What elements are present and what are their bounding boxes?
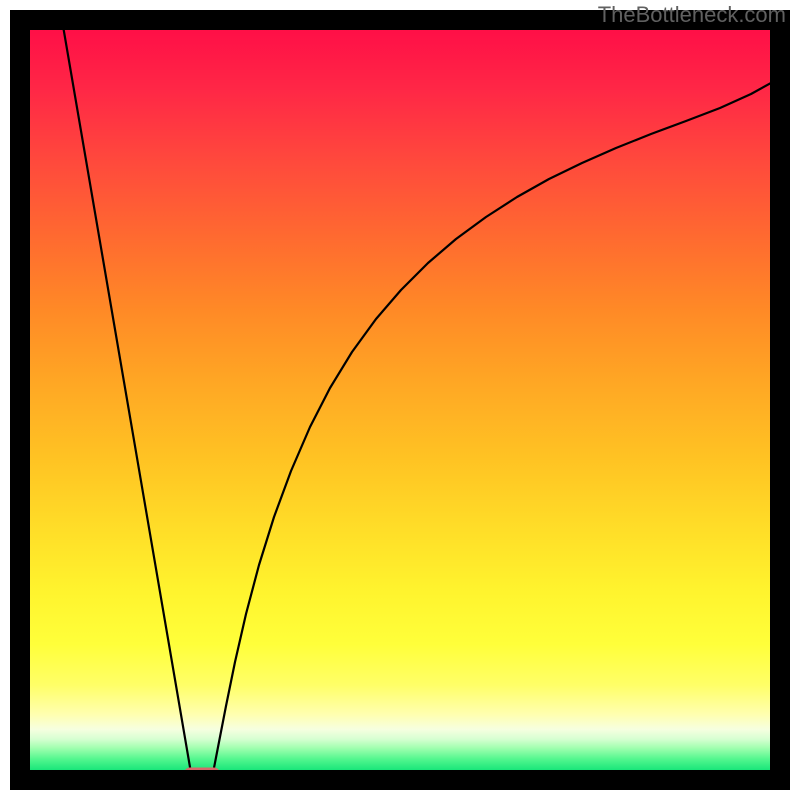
gradient-background (30, 30, 770, 770)
bottleneck-chart: TheBottleneck.com (0, 0, 800, 800)
chart-canvas (0, 0, 800, 800)
watermark-text: TheBottleneck.com (598, 2, 786, 28)
